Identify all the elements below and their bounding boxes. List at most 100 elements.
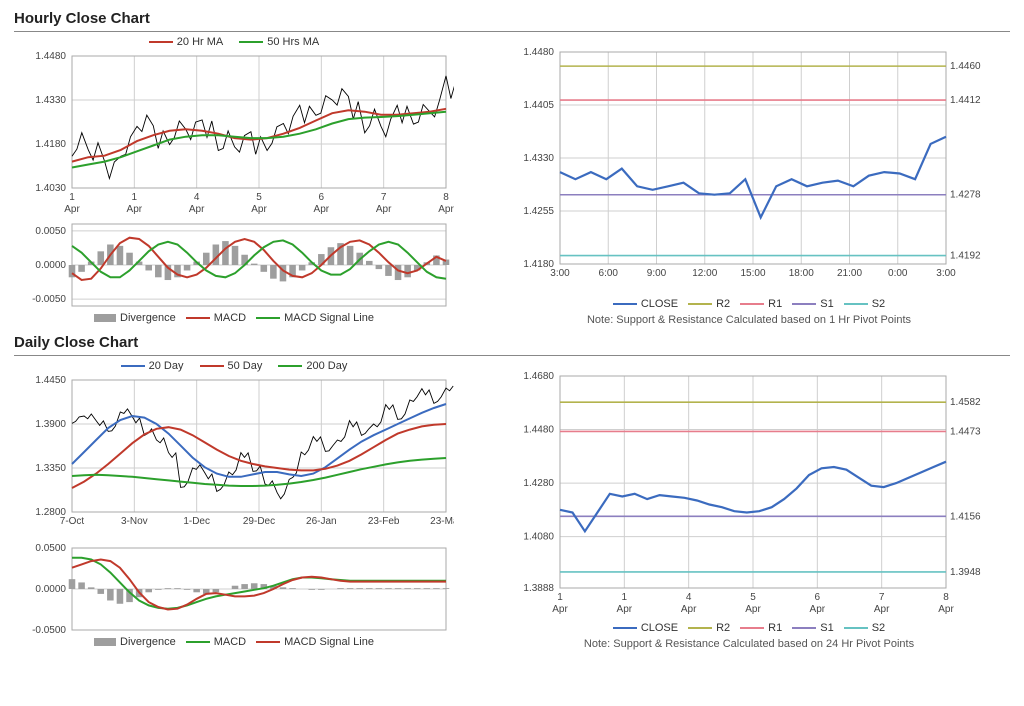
legend-item: S2: [844, 622, 885, 634]
svg-text:1.4192: 1.4192: [950, 251, 981, 262]
svg-text:Apr: Apr: [681, 604, 697, 615]
legend-label: 50 Day: [228, 360, 263, 372]
divider: [14, 31, 1010, 32]
svg-text:3:00: 3:00: [936, 268, 956, 279]
daily-main-legend: 20 Day 50 Day 200 Day: [14, 360, 454, 372]
svg-text:1.4480: 1.4480: [523, 47, 554, 58]
svg-text:-0.0500: -0.0500: [32, 625, 66, 634]
legend-swatch: [844, 303, 868, 305]
hourly-title: Hourly Close Chart: [14, 10, 1010, 27]
svg-text:1: 1: [557, 592, 563, 603]
svg-text:1.4405: 1.4405: [523, 100, 554, 111]
legend-item: Divergence: [94, 312, 176, 324]
svg-text:Apr: Apr: [376, 204, 392, 215]
svg-text:1.4330: 1.4330: [35, 95, 66, 106]
hourly-sr-note: Note: Support & Resistance Calculated ba…: [504, 314, 994, 326]
legend-item: 50 Day: [200, 360, 263, 372]
legend-item: MACD Signal Line: [256, 636, 374, 648]
svg-text:23-Feb: 23-Feb: [368, 516, 400, 527]
hourly-sr-legend: CLOSE R2 R1 S1 S2: [504, 298, 994, 310]
svg-text:3:00: 3:00: [550, 268, 570, 279]
svg-text:3-Nov: 3-Nov: [121, 516, 148, 527]
legend-swatch: [613, 627, 637, 629]
daily-macd-legend: Divergence MACD MACD Signal Line: [14, 636, 454, 648]
legend-item: R2: [688, 298, 730, 310]
svg-text:4: 4: [686, 592, 692, 603]
legend-item: CLOSE: [613, 298, 678, 310]
legend-item: 200 Day: [278, 360, 347, 372]
legend-label: S2: [872, 622, 885, 634]
legend-item: R1: [740, 298, 782, 310]
svg-text:7: 7: [381, 192, 387, 203]
legend-label: 20 Hr MA: [177, 36, 223, 48]
svg-text:Apr: Apr: [251, 204, 267, 215]
legend-item: MACD: [186, 636, 246, 648]
svg-text:8: 8: [943, 592, 949, 603]
legend-swatch: [256, 641, 280, 643]
legend-swatch: [186, 641, 210, 643]
legend-swatch: [121, 365, 145, 367]
svg-text:1: 1: [69, 192, 75, 203]
svg-text:0.0000: 0.0000: [35, 260, 66, 271]
svg-text:4: 4: [194, 192, 200, 203]
daily-macd-chart: -0.05000.00000.0500: [14, 544, 454, 634]
svg-text:Apr: Apr: [189, 204, 205, 215]
daily-sr-legend: CLOSER2R1S1S2: [504, 622, 994, 634]
legend-label: Divergence: [120, 312, 176, 324]
svg-text:23-Mar: 23-Mar: [430, 516, 454, 527]
svg-text:Apr: Apr: [314, 204, 330, 215]
legend-item: Divergence: [94, 636, 176, 648]
legend-swatch: [613, 303, 637, 305]
daily-section: Daily Close Chart 20 Day 50 Day 200 Day 1.…: [14, 334, 1010, 650]
svg-text:1.4480: 1.4480: [523, 425, 554, 436]
daily-sr-note: Note: Support & Resistance Calculated ba…: [504, 638, 994, 650]
legend-item: MACD Signal Line: [256, 312, 374, 324]
svg-text:7-Oct: 7-Oct: [60, 516, 85, 527]
legend-item: 50 Hrs MA: [239, 36, 319, 48]
legend-label: S2: [872, 298, 885, 310]
legend-swatch: [94, 314, 116, 322]
legend-swatch: [792, 303, 816, 305]
hourly-main-legend: 20 Hr MA 50 Hrs MA: [14, 36, 454, 48]
svg-text:5: 5: [256, 192, 262, 203]
legend-swatch: [740, 303, 764, 305]
legend-label: R2: [716, 298, 730, 310]
svg-text:29-Dec: 29-Dec: [243, 516, 275, 527]
svg-text:5: 5: [750, 592, 756, 603]
svg-text:1.4030: 1.4030: [35, 183, 66, 194]
svg-text:0.0500: 0.0500: [35, 544, 66, 554]
svg-text:1.4330: 1.4330: [523, 153, 554, 164]
legend-item: 20 Day: [121, 360, 184, 372]
legend-label: CLOSE: [641, 622, 678, 634]
svg-text:1.4480: 1.4480: [35, 51, 66, 62]
svg-text:Apr: Apr: [552, 604, 568, 615]
legend-swatch: [94, 638, 116, 646]
legend-label: MACD: [214, 636, 246, 648]
daily-sr-chart: 1.38881.40801.42801.44801.46801Apr1Apr4A…: [504, 370, 994, 620]
svg-text:6:00: 6:00: [599, 268, 619, 279]
legend-item: R1: [740, 622, 782, 634]
svg-text:-0.0050: -0.0050: [32, 294, 66, 305]
svg-text:1.3900: 1.3900: [35, 419, 66, 430]
svg-text:1.4156: 1.4156: [950, 511, 981, 522]
svg-text:7: 7: [879, 592, 885, 603]
legend-item: 20 Hr MA: [149, 36, 223, 48]
legend-label: 200 Day: [306, 360, 347, 372]
legend-item: S1: [792, 298, 833, 310]
legend-label: S1: [820, 298, 833, 310]
daily-price-chart: 1.28001.33501.39001.44507-Oct3-Nov1-Dec2…: [14, 374, 454, 544]
legend-item: CLOSE: [613, 622, 678, 634]
legend-label: 20 Day: [149, 360, 184, 372]
svg-text:18:00: 18:00: [789, 268, 814, 279]
legend-label: S1: [820, 622, 833, 634]
svg-text:Apr: Apr: [127, 204, 143, 215]
svg-text:1.3350: 1.3350: [35, 463, 66, 474]
legend-swatch: [688, 627, 712, 629]
svg-text:1.4278: 1.4278: [950, 190, 981, 201]
svg-text:1.3948: 1.3948: [950, 567, 981, 578]
legend-item: MACD: [186, 312, 246, 324]
legend-label: MACD Signal Line: [284, 312, 374, 324]
legend-swatch: [186, 317, 210, 319]
legend-swatch: [256, 317, 280, 319]
daily-title: Daily Close Chart: [14, 334, 1010, 351]
